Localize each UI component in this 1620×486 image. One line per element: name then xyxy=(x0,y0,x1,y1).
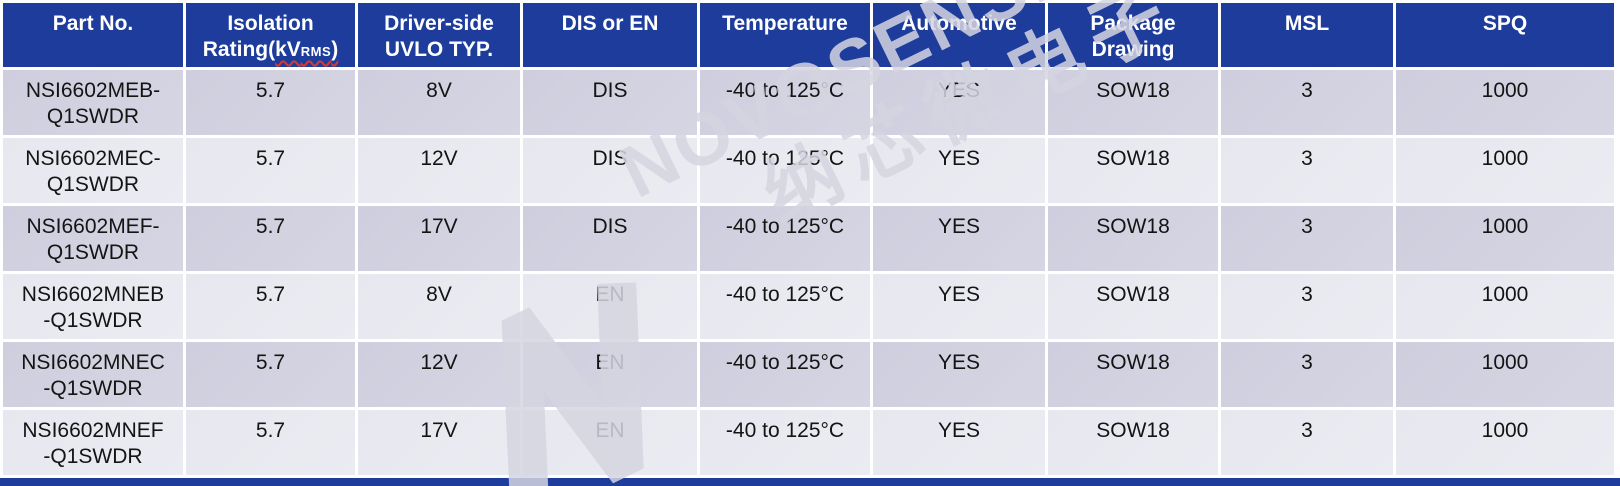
cell-spq: 1000 xyxy=(1396,138,1614,203)
cell-automotive: YES xyxy=(873,70,1045,135)
cell-uvlo: 17V xyxy=(358,410,520,475)
cell-spq: 1000 xyxy=(1396,410,1614,475)
cell-spq: 1000 xyxy=(1396,342,1614,407)
cell-uvlo: 12V xyxy=(358,138,520,203)
cell-package-drawing: SOW18 xyxy=(1048,410,1218,475)
cell-msl: 3 xyxy=(1221,138,1393,203)
cell-package-drawing: SOW18 xyxy=(1048,274,1218,339)
cell-msl: 3 xyxy=(1221,410,1393,475)
cell-automotive: YES xyxy=(873,342,1045,407)
cell-package-drawing: SOW18 xyxy=(1048,138,1218,203)
cell-automotive: YES xyxy=(873,138,1045,203)
part-selection-table: Part No. Isolation Rating(kVRMS) Driver-s… xyxy=(3,3,1614,475)
column-header-automotive: Automotive xyxy=(873,3,1045,67)
column-header-temperature: Temperature xyxy=(700,3,870,67)
cell-msl: 3 xyxy=(1221,274,1393,339)
cell-automotive: YES xyxy=(873,274,1045,339)
cell-isolation-rating: 5.7 xyxy=(186,206,355,271)
column-header-spq: SPQ xyxy=(1396,3,1614,67)
cell-temperature: -40 to 125°C xyxy=(700,70,870,135)
spellcheck-squiggle: kVRMS) xyxy=(275,38,339,62)
column-header-dis-or-en: DIS or EN xyxy=(523,3,697,67)
column-header-package-drawing: Package Drawing xyxy=(1048,3,1218,67)
isolation-rating-header-text: Isolation Rating(kVRMS) xyxy=(202,12,339,62)
cell-package-drawing: SOW18 xyxy=(1048,70,1218,135)
cell-automotive: YES xyxy=(873,206,1045,271)
cell-part-no: NSI6602MEF- Q1SWDR xyxy=(3,206,183,271)
cell-uvlo: 12V xyxy=(358,342,520,407)
cell-temperature: -40 to 125°C xyxy=(700,138,870,203)
cell-temperature: -40 to 125°C xyxy=(700,274,870,339)
cell-spq: 1000 xyxy=(1396,70,1614,135)
cell-isolation-rating: 5.7 xyxy=(186,138,355,203)
cell-dis-or-en: EN xyxy=(523,274,697,339)
column-header-uvlo: Driver-side UVLO TYP. xyxy=(358,3,520,67)
cell-isolation-rating: 5.7 xyxy=(186,342,355,407)
cell-dis-or-en: EN xyxy=(523,410,697,475)
cell-uvlo: 17V xyxy=(358,206,520,271)
cell-uvlo: 8V xyxy=(358,70,520,135)
table-bottom-border-bar xyxy=(0,478,1620,486)
cell-msl: 3 xyxy=(1221,70,1393,135)
cell-isolation-rating: 5.7 xyxy=(186,410,355,475)
cell-part-no: NSI6602MNEB -Q1SWDR xyxy=(3,274,183,339)
cell-part-no: NSI6602MEC- Q1SWDR xyxy=(3,138,183,203)
cell-part-no: NSI6602MNEF -Q1SWDR xyxy=(3,410,183,475)
cell-isolation-rating: 5.7 xyxy=(186,70,355,135)
column-header-part-no: Part No. xyxy=(3,3,183,67)
cell-spq: 1000 xyxy=(1396,206,1614,271)
cell-package-drawing: SOW18 xyxy=(1048,206,1218,271)
cell-spq: 1000 xyxy=(1396,274,1614,339)
column-header-isolation-rating: Isolation Rating(kVRMS) xyxy=(186,3,355,67)
cell-msl: 3 xyxy=(1221,342,1393,407)
cell-temperature: -40 to 125°C xyxy=(700,342,870,407)
cell-dis-or-en: EN xyxy=(523,342,697,407)
cell-temperature: -40 to 125°C xyxy=(700,206,870,271)
cell-dis-or-en: DIS xyxy=(523,70,697,135)
cell-part-no: NSI6602MNEC -Q1SWDR xyxy=(3,342,183,407)
column-header-msl: MSL xyxy=(1221,3,1393,67)
cell-automotive: YES xyxy=(873,410,1045,475)
cell-temperature: -40 to 125°C xyxy=(700,410,870,475)
cell-dis-or-en: DIS xyxy=(523,206,697,271)
cell-package-drawing: SOW18 xyxy=(1048,342,1218,407)
cell-uvlo: 8V xyxy=(358,274,520,339)
cell-msl: 3 xyxy=(1221,206,1393,271)
cell-isolation-rating: 5.7 xyxy=(186,274,355,339)
cell-part-no: NSI6602MEB- Q1SWDR xyxy=(3,70,183,135)
cell-dis-or-en: DIS xyxy=(523,138,697,203)
